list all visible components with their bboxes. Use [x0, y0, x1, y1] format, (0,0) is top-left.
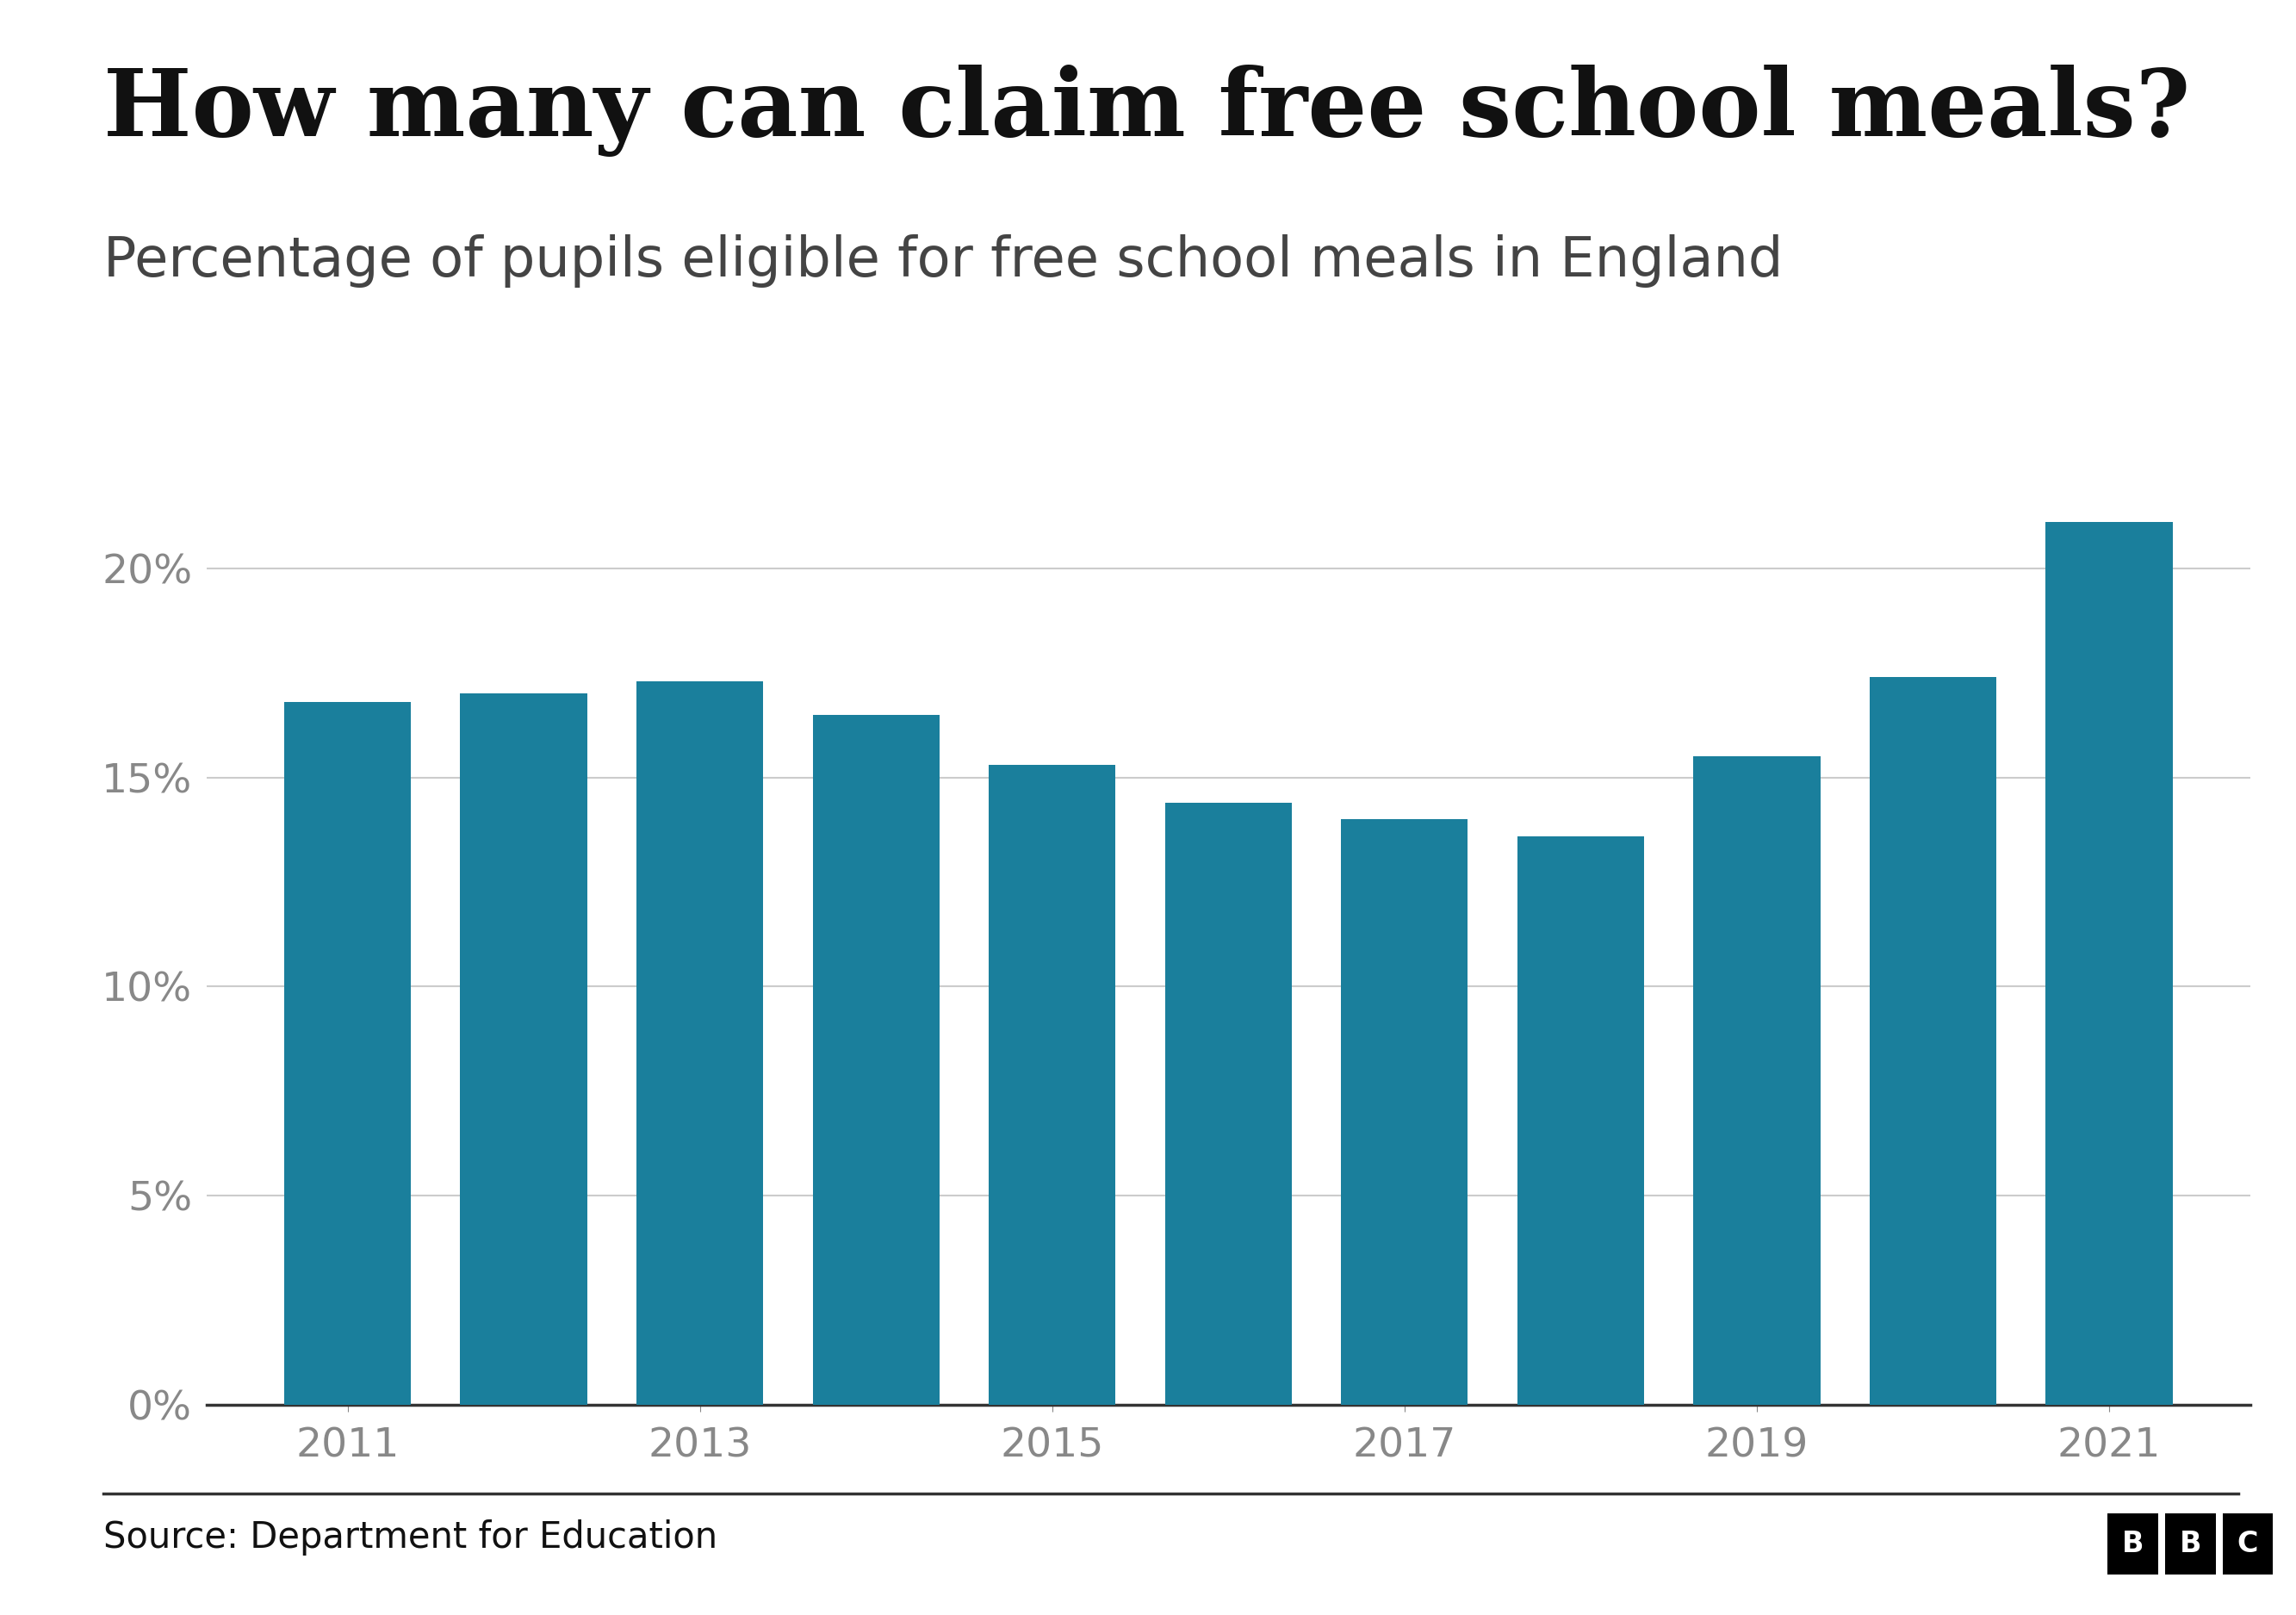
Bar	[285, 703, 411, 1405]
Bar	[1869, 677, 1998, 1405]
Text: B: B	[2179, 1529, 2202, 1558]
Bar	[1164, 803, 1293, 1405]
Bar	[459, 694, 588, 1405]
Text: Source: Department for Education: Source: Department for Education	[103, 1520, 716, 1555]
Bar	[636, 682, 762, 1405]
Text: Percentage of pupils eligible for free school meals in England: Percentage of pupils eligible for free s…	[103, 234, 1784, 287]
Bar	[1518, 837, 1644, 1405]
Bar	[1694, 756, 1821, 1405]
Text: B: B	[2122, 1529, 2144, 1558]
Text: How many can claim free school meals?: How many can claim free school meals?	[103, 65, 2190, 157]
Bar	[2046, 522, 2172, 1405]
Text: C: C	[2236, 1529, 2259, 1558]
Bar	[813, 714, 939, 1405]
Bar	[990, 766, 1116, 1405]
Bar	[1341, 819, 1467, 1405]
